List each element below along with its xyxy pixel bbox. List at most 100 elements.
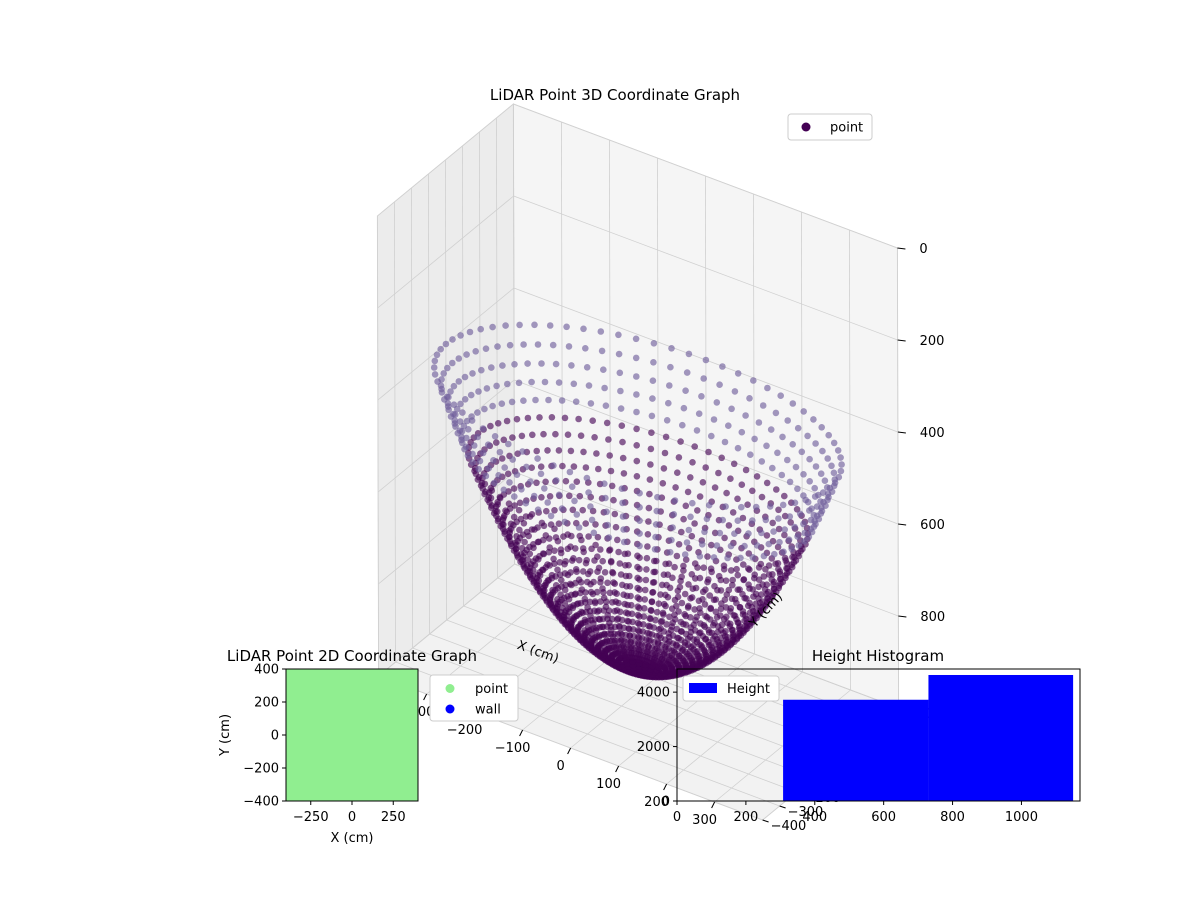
chart-2d-legend: point wall [429,674,519,722]
lidar-point [544,577,552,584]
lidar-point [667,626,675,634]
lidar-point [649,377,657,385]
y-tick-label: 400 [254,663,279,678]
lidar-point [649,589,656,596]
chart-2d: LiDAR Point 2D Coordinate Graph −250 0 250… [218,647,519,846]
lidar-point [779,501,787,509]
lidar-point [681,551,689,558]
lidar-point [680,404,688,412]
lidar-point [516,499,524,507]
lidar-point [794,485,801,493]
lidar-point [718,640,726,647]
left-grid-z [377,195,514,309]
lidar-point [725,586,733,594]
lidar-point [714,586,721,594]
lidar-point [650,340,658,347]
lidar-point [570,463,578,470]
lidar-point [680,567,687,574]
chart-hist-title: Height Histogram [812,647,944,665]
lidar-point [660,651,668,658]
lidar-point [700,621,707,629]
chart-3d: LiDAR Point 3D Coordinate Graph −400−300… [351,86,945,834]
lidar-point [500,436,508,444]
z-tick-label: 600 [920,518,945,533]
lidar-point [641,605,648,612]
lidar-point [582,345,589,352]
lidar-point [741,617,748,624]
lidar-point [476,457,484,465]
lidar-point [794,533,801,540]
lidar-point [813,503,821,510]
lidar-point [697,629,704,636]
lidar-point [653,507,661,515]
lidar-point [801,538,808,545]
lidar-point [561,414,569,422]
lidar-point [469,450,476,458]
lidar-point [561,560,568,568]
lidar-point [712,608,720,616]
lidar-point [619,499,626,507]
lidar-point [591,434,598,441]
lidar-point [662,646,669,653]
lidar-point [680,562,687,570]
legend-box [787,113,873,141]
lidar-point [703,614,711,621]
lidar-point [615,548,622,556]
lidar-point [727,475,734,483]
lidar-point [582,559,590,567]
lidar-point [753,473,761,480]
lidar-point [681,590,689,598]
lidar-point [534,506,542,513]
lidar-point [830,469,838,477]
lidar-point [653,608,661,616]
lidar-point [633,373,640,380]
lidar-point [683,539,691,546]
lidar-point [541,378,549,386]
lidar-point [568,483,576,491]
lidar-point [740,576,748,583]
lidar-point [434,378,441,385]
lidar-point [710,635,717,643]
lidar-point [623,583,630,590]
lidar-point [665,560,673,567]
lidar-point [674,469,681,477]
lidar-point [838,461,845,468]
lidar-point [749,554,756,561]
lidar-point [717,605,725,613]
lidar-point [568,581,575,589]
lidar-point [769,571,776,578]
x-tick [615,765,620,773]
lidar-point [475,388,482,395]
lidar-point [498,455,506,462]
left-grid-y [393,201,397,663]
lidar-point [536,414,543,421]
lidar-point [771,550,778,558]
lidar-point [636,565,643,573]
lidar-point [721,534,728,542]
lidar-point [522,499,530,507]
lidar-point [746,395,753,402]
lidar-point [467,391,475,399]
lidar-point [727,605,735,612]
lidar-point [734,495,741,503]
lidar-point [734,619,742,626]
left-grid-z [377,379,515,493]
lidar-point [686,648,694,655]
lidar-point [561,586,569,594]
y-tick-label: −200 [243,762,279,777]
lidar-point [831,479,839,487]
lidar-point [571,591,578,598]
lidar-point [746,585,753,592]
lidar-point [608,482,616,490]
lidar-point [618,485,626,493]
lidar-point [669,524,676,531]
lidar-point [513,471,521,479]
lidar-point [501,464,509,471]
lidar-point [728,405,735,413]
lidar-point [742,466,750,474]
lidar-point [566,492,573,500]
lidar-point [581,595,589,603]
lidar-point [778,471,786,479]
lidar-point [444,364,451,372]
lidar-point [724,638,732,646]
